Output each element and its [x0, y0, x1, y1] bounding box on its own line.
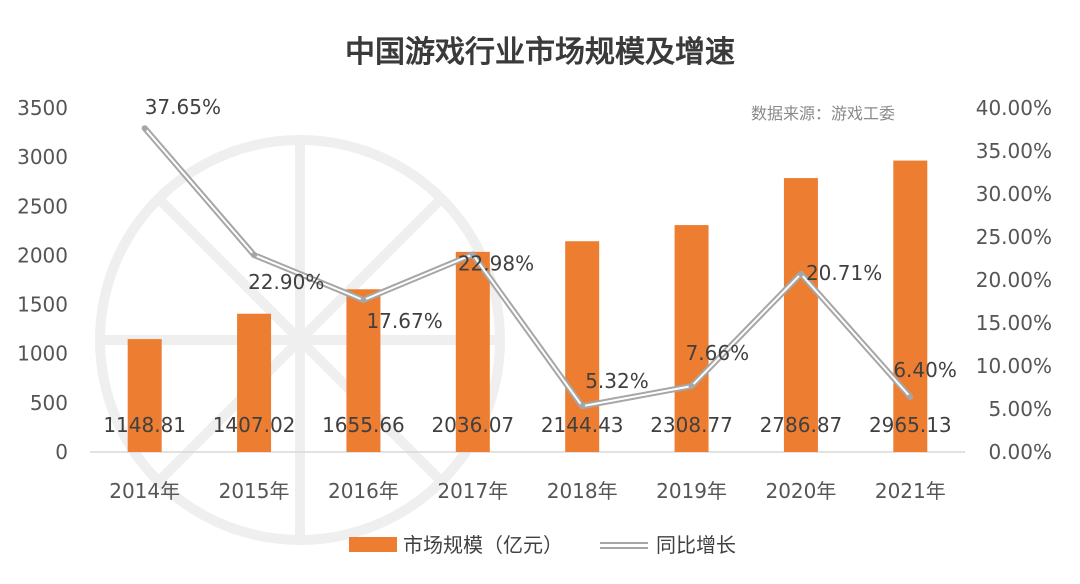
bar-value-labels: 1148.81 1407.02 1655.66 2036.07 2144.43 2308.… — [103, 413, 951, 437]
growth-point — [907, 393, 914, 400]
growth-value-labels: 37.65% 22.90% 17.67% 22.98% 5.32% 7.66% 20.71%… — [145, 95, 957, 393]
right-axis-tick-label: 15.00% — [976, 311, 1052, 335]
growth-point — [579, 403, 586, 410]
bar-value-label: 2144.43 — [541, 413, 624, 437]
bar-value-label: 1148.81 — [103, 413, 186, 437]
right-axis-tick-label: 30.00% — [976, 182, 1052, 206]
bar — [565, 241, 600, 452]
right-axis-tick-label: 10.00% — [976, 354, 1052, 378]
left-axis-tick-label: 1000 — [17, 342, 68, 366]
growth-value-label: 37.65% — [145, 95, 221, 119]
right-axis-tick-label: 0.00% — [988, 440, 1052, 464]
bar-value-label: 2308.77 — [650, 413, 733, 437]
watermark-logo — [95, 135, 505, 545]
x-axis-tick-label: 2017年 — [437, 479, 508, 503]
growth-value-label: 5.32% — [585, 369, 649, 393]
left-axis-tick-label: 3500 — [17, 96, 68, 120]
x-axis-tick-label: 2018年 — [547, 479, 618, 503]
left-axis-tick-label: 2000 — [17, 243, 68, 267]
x-axis-tick-label: 2019年 — [656, 479, 727, 503]
x-axis-tick-label: 2014年 — [109, 479, 180, 503]
growth-point — [797, 270, 804, 277]
bar — [783, 178, 818, 452]
bar-value-label: 2965.13 — [869, 413, 952, 437]
right-axis-tick-label: 5.00% — [988, 397, 1052, 421]
left-axis: 0 500 1000 1500 2000 2500 3000 3500 — [17, 96, 68, 464]
bar — [346, 289, 381, 452]
bar — [455, 251, 490, 452]
growth-value-label: 7.66% — [686, 341, 750, 365]
right-axis-tick-label: 40.00% — [976, 96, 1052, 120]
x-axis: 2014年 2015年 2016年 2017年 2018年 2019年 2020年 2021年 — [109, 479, 946, 503]
legend-label-market-size: 市场规模（亿元） — [403, 533, 563, 557]
chart-title: 中国游戏行业市场规模及增速 — [345, 35, 735, 70]
source-note: 数据来源：游戏工委 — [751, 104, 895, 123]
growth-value-label: 22.98% — [458, 251, 534, 275]
bar-value-label: 1407.02 — [213, 413, 296, 437]
left-axis-tick-label: 1500 — [17, 293, 68, 317]
growth-line-inner — [143, 127, 912, 408]
growth-point — [360, 297, 367, 304]
growth-point — [688, 383, 695, 390]
bar-series — [127, 160, 928, 453]
left-axis-tick-label: 2500 — [17, 194, 68, 218]
bar-value-label: 2786.87 — [760, 413, 843, 437]
left-axis-tick-label: 0 — [55, 440, 68, 464]
bar — [893, 160, 928, 453]
legend-swatch-growth — [600, 542, 648, 549]
right-axis-tick-label: 20.00% — [976, 268, 1052, 292]
x-axis-tick-label: 2015年 — [219, 479, 290, 503]
x-axis-tick-label: 2016年 — [328, 479, 399, 503]
legend-label-growth: 同比增长 — [656, 533, 736, 557]
bar — [127, 339, 162, 452]
bar-value-label: 1655.66 — [322, 413, 405, 437]
x-axis-tick-label: 2021年 — [875, 479, 946, 503]
bar — [237, 313, 272, 452]
growth-value-label: 17.67% — [366, 309, 442, 333]
left-axis-tick-label: 500 — [30, 391, 68, 415]
bar-value-label: 2036.07 — [431, 413, 514, 437]
left-axis-tick-label: 3000 — [17, 145, 68, 169]
right-axis-tick-label: 35.00% — [976, 139, 1052, 163]
bar — [674, 225, 709, 452]
growth-point — [251, 252, 258, 259]
x-axis-tick-label: 2020年 — [765, 479, 836, 503]
right-axis: 0.00% 5.00% 10.00% 15.00% 20.00% 25.00% 30.00%… — [976, 96, 1052, 464]
growth-point — [469, 251, 476, 258]
growth-point — [141, 125, 148, 132]
legend-swatch-market-size — [349, 537, 397, 552]
right-axis-tick-label: 25.00% — [976, 225, 1052, 249]
growth-value-label: 20.71% — [806, 261, 882, 285]
legend: 市场规模（亿元） 同比增长 — [349, 533, 736, 557]
growth-value-label: 6.40% — [893, 358, 957, 382]
growth-value-label: 22.90% — [248, 270, 324, 294]
growth-line-series — [141, 125, 914, 410]
